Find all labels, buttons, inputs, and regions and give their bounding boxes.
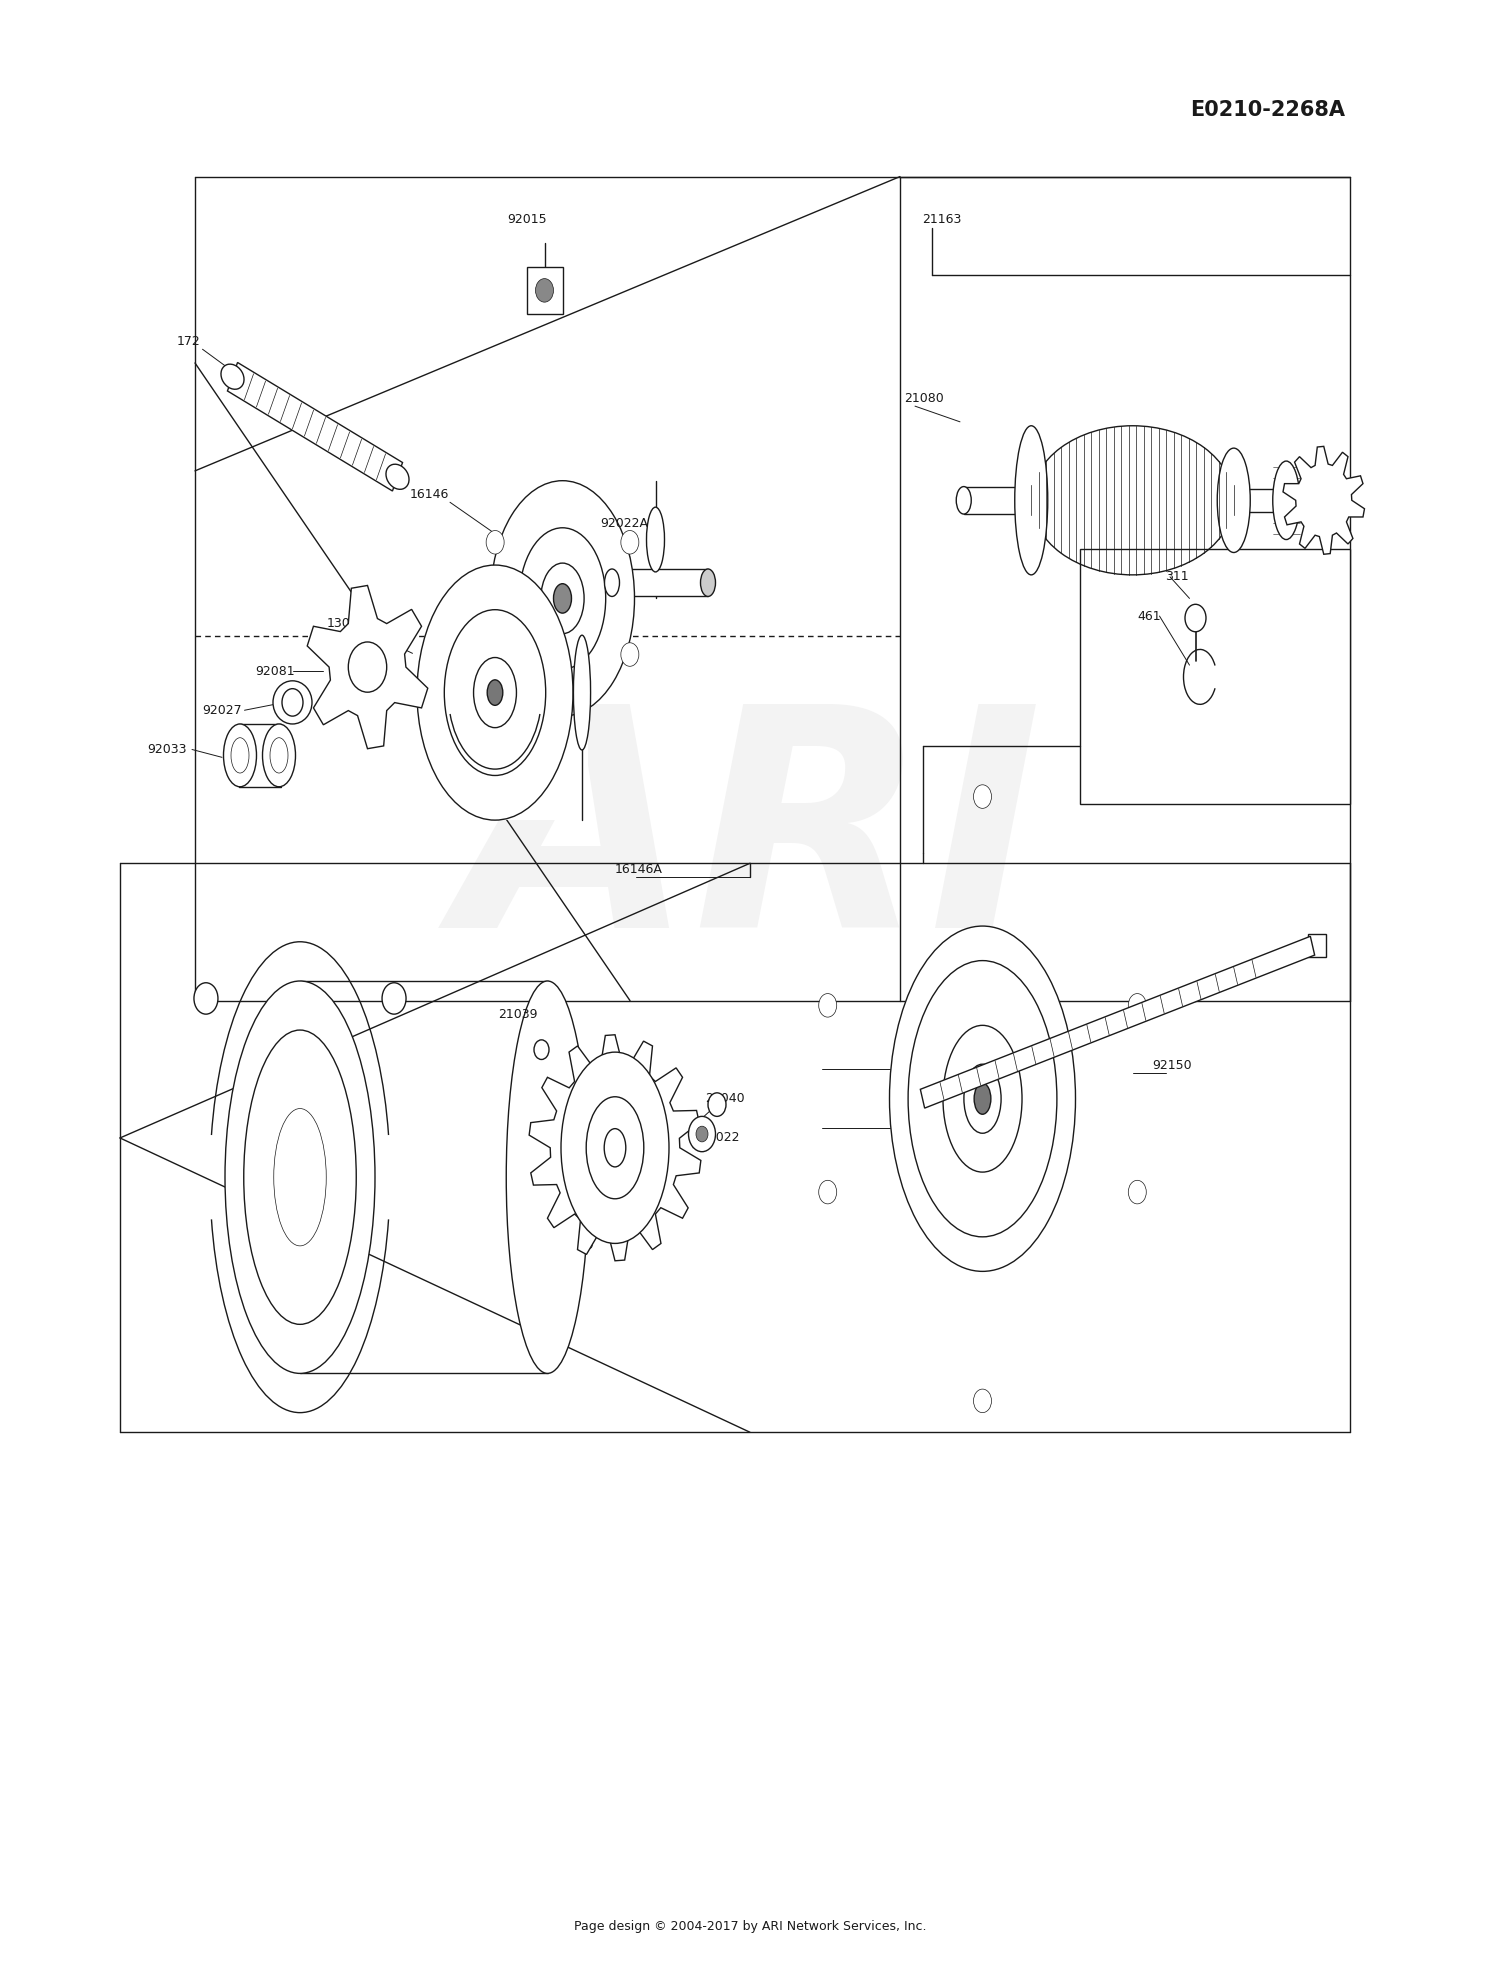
Circle shape: [486, 530, 504, 553]
Ellipse shape: [554, 583, 572, 612]
Circle shape: [486, 644, 504, 667]
Polygon shape: [308, 585, 428, 749]
Circle shape: [1128, 1181, 1146, 1205]
Text: 92015: 92015: [507, 214, 546, 226]
Ellipse shape: [604, 569, 619, 596]
Text: Page design © 2004-2017 by ARI Network Services, Inc.: Page design © 2004-2017 by ARI Network S…: [573, 1921, 926, 1933]
Text: 16146: 16146: [410, 489, 448, 500]
Text: 92081: 92081: [255, 665, 294, 677]
Text: 92027: 92027: [202, 704, 242, 716]
Bar: [1032, 426, 1233, 575]
Ellipse shape: [225, 981, 375, 1373]
Text: 92022A: 92022A: [600, 518, 648, 530]
Circle shape: [1128, 993, 1146, 1016]
Circle shape: [1312, 485, 1335, 516]
Circle shape: [621, 530, 639, 553]
Ellipse shape: [586, 1097, 644, 1199]
Ellipse shape: [243, 1030, 357, 1324]
Ellipse shape: [573, 636, 591, 749]
Text: 21163: 21163: [922, 214, 962, 226]
Polygon shape: [530, 1034, 700, 1262]
Ellipse shape: [646, 506, 664, 573]
Ellipse shape: [1272, 461, 1299, 540]
Circle shape: [194, 983, 217, 1014]
Ellipse shape: [417, 565, 573, 820]
Ellipse shape: [957, 487, 970, 514]
Circle shape: [696, 1126, 708, 1142]
Bar: [1233, 489, 1278, 512]
Circle shape: [348, 642, 387, 693]
Ellipse shape: [474, 657, 516, 728]
Text: 21040: 21040: [705, 1093, 744, 1105]
Bar: [555, 534, 660, 598]
Ellipse shape: [506, 981, 588, 1373]
Ellipse shape: [490, 481, 634, 716]
Bar: [1080, 549, 1350, 804]
Ellipse shape: [231, 738, 249, 773]
Ellipse shape: [220, 365, 245, 388]
Circle shape: [382, 983, 406, 1014]
Ellipse shape: [542, 563, 584, 634]
Text: 172: 172: [177, 336, 201, 347]
Bar: [624, 1081, 648, 1112]
Ellipse shape: [270, 738, 288, 773]
Ellipse shape: [273, 681, 312, 724]
Text: 311: 311: [1166, 571, 1190, 583]
Ellipse shape: [224, 724, 256, 787]
Circle shape: [534, 1040, 549, 1059]
Text: 14079: 14079: [555, 1240, 594, 1252]
Ellipse shape: [273, 1109, 327, 1246]
Circle shape: [974, 785, 992, 808]
Polygon shape: [921, 936, 1314, 1109]
Text: 92022: 92022: [700, 1132, 740, 1144]
Text: 13081: 13081: [327, 618, 366, 630]
Polygon shape: [1282, 445, 1365, 553]
Polygon shape: [228, 363, 402, 490]
Bar: [490, 565, 588, 820]
Ellipse shape: [944, 1026, 1022, 1171]
Ellipse shape: [519, 528, 606, 669]
Bar: [1272, 461, 1299, 540]
Text: E0210-2268A: E0210-2268A: [1190, 100, 1346, 120]
Ellipse shape: [561, 1052, 669, 1244]
Bar: [582, 1183, 606, 1214]
Text: ARI: ARI: [458, 695, 1042, 993]
Ellipse shape: [974, 1083, 992, 1114]
Ellipse shape: [386, 465, 410, 489]
Circle shape: [819, 993, 837, 1016]
Circle shape: [708, 1093, 726, 1116]
Bar: [612, 569, 708, 596]
Text: 92150: 92150: [1152, 1059, 1191, 1071]
Text: 92033: 92033: [147, 744, 186, 755]
Bar: [1308, 934, 1326, 957]
Ellipse shape: [488, 681, 502, 704]
Text: 16146A: 16146A: [615, 863, 663, 875]
Ellipse shape: [1218, 447, 1251, 553]
Circle shape: [1185, 604, 1206, 632]
Circle shape: [688, 1116, 715, 1152]
Ellipse shape: [700, 569, 715, 596]
Circle shape: [536, 279, 554, 302]
Text: 21080: 21080: [904, 392, 945, 404]
Text: 461: 461: [1137, 610, 1161, 622]
Ellipse shape: [262, 724, 296, 787]
Ellipse shape: [444, 610, 546, 775]
Ellipse shape: [964, 1063, 1000, 1134]
Ellipse shape: [908, 961, 1058, 1236]
Text: 21039: 21039: [498, 1008, 537, 1020]
Circle shape: [974, 1389, 992, 1413]
Ellipse shape: [604, 1128, 625, 1167]
Ellipse shape: [1014, 426, 1047, 575]
Circle shape: [282, 689, 303, 716]
Circle shape: [819, 1181, 837, 1205]
Bar: [238, 724, 280, 787]
Circle shape: [621, 644, 639, 667]
Bar: [963, 487, 1035, 514]
Bar: [526, 267, 562, 314]
Ellipse shape: [890, 926, 1076, 1271]
